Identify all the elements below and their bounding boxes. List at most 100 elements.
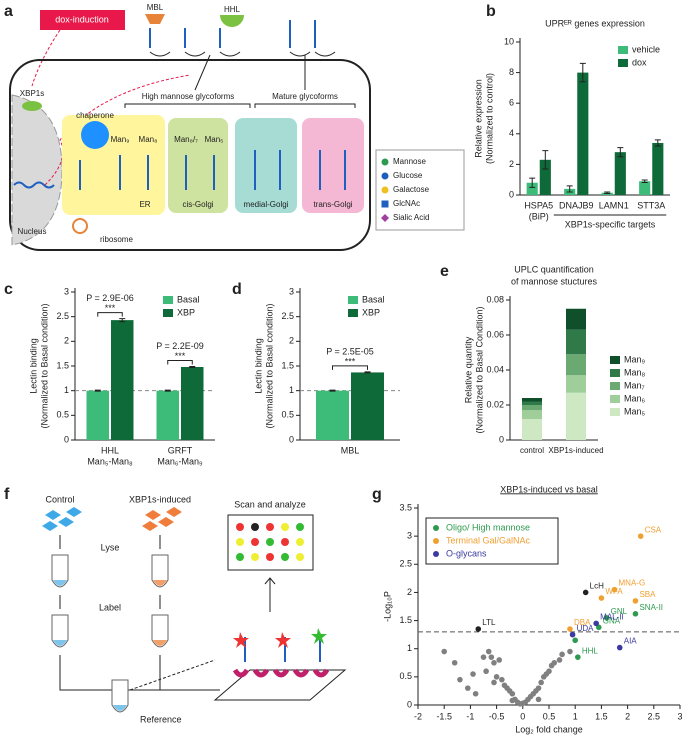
arrow	[264, 577, 276, 612]
legend-label: dox	[632, 57, 647, 67]
legend-label: Basal	[177, 294, 200, 304]
point	[637, 533, 644, 539]
x-tick-label: XBP1s-induced	[548, 446, 603, 455]
bar	[522, 410, 542, 419]
bar	[539, 159, 551, 195]
compartment-label: trans-Golgi	[313, 200, 352, 209]
x-tick-label: HSPA5	[524, 200, 553, 210]
chart-title: UPLC quantification	[514, 264, 594, 274]
legend-symbol	[381, 172, 389, 180]
bar	[577, 72, 589, 195]
spot	[236, 523, 244, 531]
point	[538, 679, 544, 686]
point	[485, 648, 492, 655]
glycan-label: Man₅	[205, 135, 224, 144]
error-bar	[189, 365, 196, 368]
x-tick-label: 1	[573, 711, 578, 721]
compartment-label: cis-Golgi	[182, 200, 213, 209]
y-tick-label: 8	[509, 67, 514, 77]
x-tick-label: 0.5	[543, 711, 556, 721]
legend-label: Mannose	[393, 157, 426, 166]
bar	[566, 375, 586, 393]
bar	[566, 392, 586, 440]
step-label: Reference	[140, 714, 182, 724]
point-label: GNA	[603, 616, 621, 625]
glycan-label: Man₉	[111, 135, 130, 144]
point	[491, 659, 497, 666]
spot	[251, 553, 259, 561]
legend-label: Sialic Acid	[393, 213, 429, 222]
y-tick-label: 0	[407, 699, 412, 709]
y-tick-label: 0.04	[486, 364, 504, 374]
error-bar	[542, 150, 549, 170]
spot	[296, 538, 304, 546]
dna	[13, 181, 55, 189]
point	[632, 611, 639, 617]
y-tick-label: 1.5	[281, 360, 294, 370]
tube	[111, 679, 129, 713]
point-label: MNA-G	[619, 579, 646, 588]
chart-title: XBP1s-induced vs basal	[500, 484, 598, 494]
x-tick-label: 2	[625, 711, 630, 721]
x-tick-label: -1	[466, 711, 474, 721]
legend-symbol	[610, 382, 620, 390]
x-tick-label: LAMN1	[599, 200, 629, 210]
legend-label: Galactose	[393, 185, 430, 194]
point	[572, 637, 578, 644]
p-value: P = 2.5E-05	[326, 346, 374, 356]
error-bar	[529, 177, 536, 188]
y-axis-label: Relative quantity	[463, 336, 473, 403]
panel-label: e	[440, 263, 449, 280]
glycan-stems	[149, 20, 316, 48]
point	[499, 676, 505, 683]
y-axis-label: -Log₁₀P	[382, 591, 392, 622]
compartment-label: ER	[139, 200, 150, 209]
point	[603, 614, 610, 621]
bar	[526, 182, 538, 195]
legend-symbol	[610, 369, 620, 377]
bar	[566, 329, 586, 355]
legend-symbol	[618, 46, 628, 54]
point	[616, 644, 623, 651]
y-tick-label: 3	[407, 531, 412, 541]
y-tick-label: 0	[289, 434, 294, 444]
legend-label: Man₉	[624, 354, 646, 364]
x-tick-label: 3	[677, 711, 682, 721]
y-tick-label: 2.5	[399, 559, 412, 569]
lectin-label: MBL	[147, 3, 164, 12]
legend-label: Man₈	[624, 367, 646, 377]
point	[632, 598, 639, 604]
error-bar	[579, 62, 586, 83]
p-value: P = 2.2E-09	[156, 341, 204, 351]
legend-label: Oligo/ High mannose	[446, 522, 530, 532]
p-value: P = 2.9E-06	[86, 293, 134, 303]
x-tick-label: GRFT	[168, 445, 193, 455]
legend-label: XBP	[177, 307, 195, 317]
bar	[111, 320, 134, 440]
group-label: High mannose glycoforms	[142, 92, 234, 101]
slide	[213, 669, 347, 701]
y-tick-label: 1.5	[56, 360, 69, 370]
y-tick-label: 1	[64, 385, 69, 395]
y-axis-label: (Normalized to Basal condition)	[39, 303, 49, 428]
point	[598, 595, 605, 601]
y-tick-label: 2	[289, 336, 294, 346]
x-axis-label: Log₂ fold change	[515, 724, 583, 734]
panel-label: f	[4, 486, 10, 503]
panel-label: c	[4, 281, 13, 298]
point	[535, 696, 542, 703]
y-axis-label: Lectin binding	[253, 338, 263, 394]
x-tick-label: control	[520, 446, 544, 455]
cells	[42, 507, 82, 531]
legend-box	[425, 517, 559, 565]
error-bar	[604, 191, 611, 194]
y-tick-label: 10	[504, 36, 514, 46]
tube	[51, 554, 169, 648]
lectins	[232, 668, 330, 678]
bar	[639, 181, 651, 195]
y-tick-label: 2.5	[56, 311, 69, 321]
point-label: AIA	[624, 637, 638, 646]
legend-symbol	[163, 309, 173, 317]
ribosome	[72, 218, 88, 234]
error-bar	[164, 389, 171, 392]
